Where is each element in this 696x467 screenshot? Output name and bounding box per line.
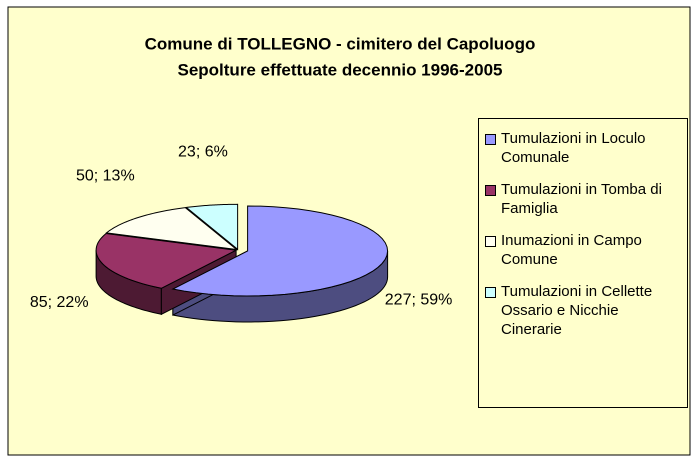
legend-swatch [485,134,496,145]
data-label: 85; 22% [30,294,89,311]
legend-item: Tumulazioni in Loculo Comunale [485,129,681,167]
legend-item: Tumulazioni in Cellette Ossario e Nicchi… [485,282,681,339]
slice [171,205,389,297]
legend-swatch [485,185,496,196]
data-label: 227; 59% [385,291,453,308]
slice [95,233,238,289]
chart-title: Comune di TOLLEGNO - cimitero del Capolu… [145,34,536,53]
slice [185,203,239,251]
legend-label: Inumazioni in Campo Comune [501,232,642,268]
legend-item: Inumazioni in Campo Comune [485,231,681,269]
slice [105,207,239,251]
legend-label: Tumulazioni in Loculo Comunale [501,130,646,166]
chart-subtitle: Sepolture effettuate decennio 1996-2005 [177,60,502,79]
legend-label: Tumulazioni in Cellette Ossario e Nicchi… [501,283,653,338]
data-label: 50; 13% [76,168,135,185]
data-label: 23; 6% [178,144,228,161]
legend-swatch [485,287,496,298]
legend: Tumulazioni in Loculo Comunale Tumulazion… [478,118,688,408]
legend-swatch [485,236,496,247]
legend-label: Tumulazioni in Tomba di Famiglia [501,181,662,217]
legend-item: Tumulazioni in Tomba di Famiglia [485,180,681,218]
